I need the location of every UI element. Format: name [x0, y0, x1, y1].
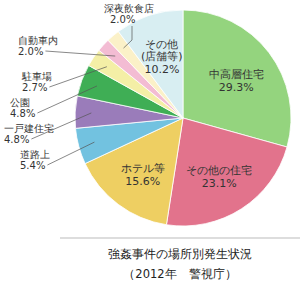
- label-line: その他の住宅: [186, 164, 252, 177]
- slices: [75, 10, 291, 226]
- title: 強姦事件の場所別発生状況: [108, 247, 252, 261]
- category-label: ホテル等: [121, 162, 165, 175]
- category-label: その他(店舗等): [141, 38, 183, 63]
- category-label: 公園: [10, 97, 30, 108]
- value-label: 23.1%: [202, 177, 237, 190]
- value-label: 4.8%: [10, 108, 35, 119]
- value-label: 2.0%: [18, 46, 43, 57]
- labels: 中高層住宅29.3%その他の住宅23.1%ホテル等15.6%道路上5.4%一戸建…: [4, 3, 264, 190]
- value-label: 10.2%: [144, 63, 179, 76]
- value-label: 29.3%: [219, 81, 254, 94]
- category-label: その他の住宅: [186, 164, 252, 177]
- category-label: 道路上: [20, 149, 50, 160]
- leader-line: [47, 142, 94, 165]
- leader-line: [124, 26, 132, 48]
- pie-slice: [118, 10, 183, 118]
- leader-line: [49, 67, 106, 87]
- category-label: 深夜飲食店: [104, 3, 154, 14]
- label-line: ホテル等: [121, 162, 165, 175]
- value-label: 15.6%: [125, 175, 160, 188]
- value-label: 4.8%: [4, 134, 29, 145]
- leader-line: [45, 51, 115, 56]
- label-line: 中高層住宅: [209, 68, 264, 81]
- subtitle: （2012年 警視庁）: [123, 267, 236, 281]
- pie-slice: [108, 31, 183, 118]
- value-label: 2.7%: [22, 82, 47, 93]
- label-line: (店舗等): [141, 50, 183, 63]
- value-label: 5.4%: [20, 160, 45, 171]
- category-label: 中高層住宅: [209, 68, 264, 81]
- leader-line: [31, 113, 91, 139]
- chart: 中高層住宅29.3%その他の住宅23.1%ホテル等15.6%道路上5.4%一戸建…: [0, 0, 306, 300]
- separator: [60, 238, 300, 239]
- category-label: 自動車内: [18, 35, 58, 46]
- category-label: 駐車場: [21, 71, 52, 82]
- value-label: 2.0%: [110, 14, 135, 25]
- pie-slice: [166, 118, 287, 226]
